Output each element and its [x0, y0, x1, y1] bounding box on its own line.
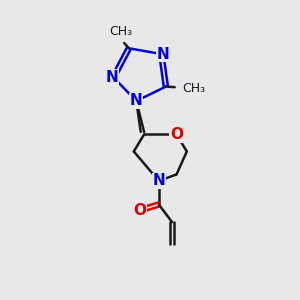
Text: O: O: [133, 203, 146, 218]
Text: CH₃: CH₃: [109, 25, 132, 38]
Text: N: N: [106, 70, 118, 85]
Text: N: N: [152, 173, 165, 188]
Text: N: N: [156, 46, 169, 62]
Text: N: N: [130, 94, 143, 109]
Text: CH₃: CH₃: [182, 82, 205, 94]
Text: O: O: [170, 127, 183, 142]
